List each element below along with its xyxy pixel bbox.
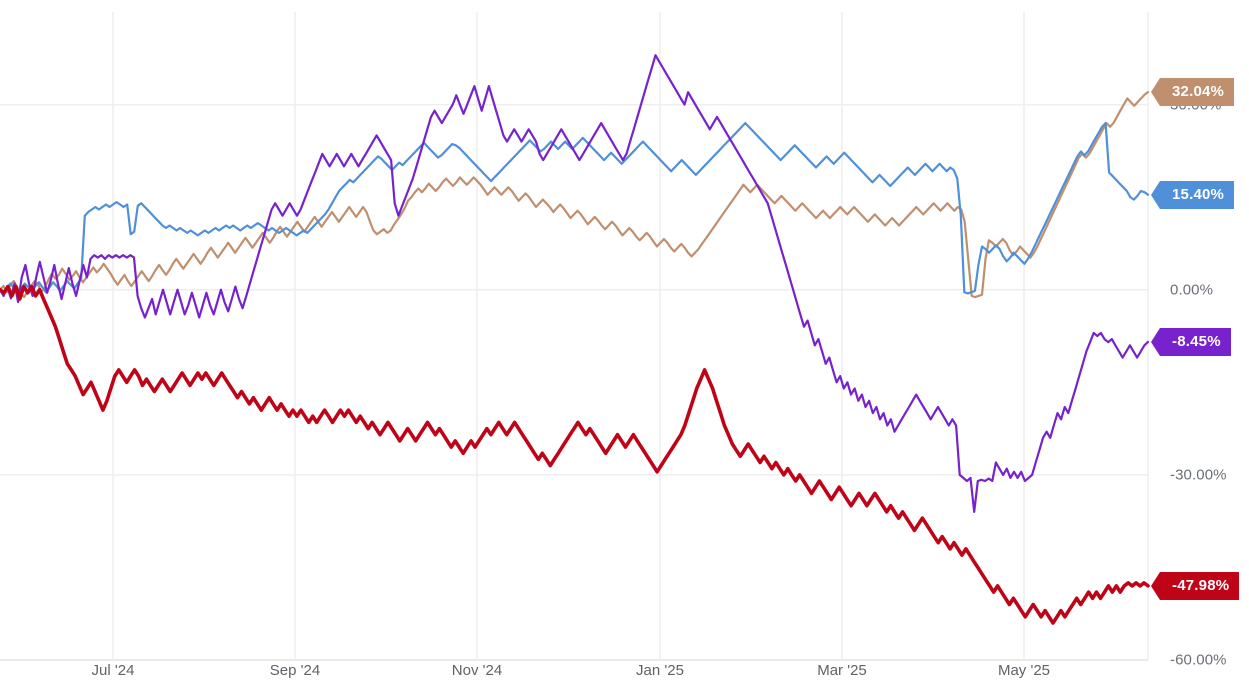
end-value-text: -8.45% <box>1172 333 1221 351</box>
series-line-blue <box>0 121 1150 295</box>
x-axis-tick-label: Mar '25 <box>817 662 867 679</box>
x-axis-tick-label: Jan '25 <box>636 662 684 679</box>
series-line-red <box>0 284 1150 625</box>
end-value-text: -47.98% <box>1172 577 1230 595</box>
end-value-text: 32.04% <box>1172 83 1225 101</box>
series-line-purple <box>0 54 1150 513</box>
series-lines <box>0 54 1150 625</box>
x-axis-tick-label: Jul '24 <box>91 662 135 679</box>
x-axis-tick-label: Sep '24 <box>269 662 321 679</box>
x-axis-tick-label: Nov '24 <box>451 662 503 679</box>
end-value-flag-series-blue: 15.40% <box>1150 180 1235 209</box>
end-value-flag-series-red: -47.98% <box>1150 571 1240 600</box>
series-line-tan <box>0 90 1150 299</box>
x-axis-tick-label: May '25 <box>997 662 1051 679</box>
y-axis-tick-label: 0.00% <box>1170 281 1214 299</box>
end-value-flag-series-purple: -8.45% <box>1151 327 1231 356</box>
y-axis-tick-label: -60.00% <box>1170 651 1227 669</box>
y-axis-tick-label: -30.00% <box>1170 466 1227 484</box>
grid-lines <box>0 12 1149 661</box>
end-value-flag-series-tan: 32.04% <box>1150 77 1235 106</box>
end-value-text: 15.40% <box>1172 186 1225 204</box>
